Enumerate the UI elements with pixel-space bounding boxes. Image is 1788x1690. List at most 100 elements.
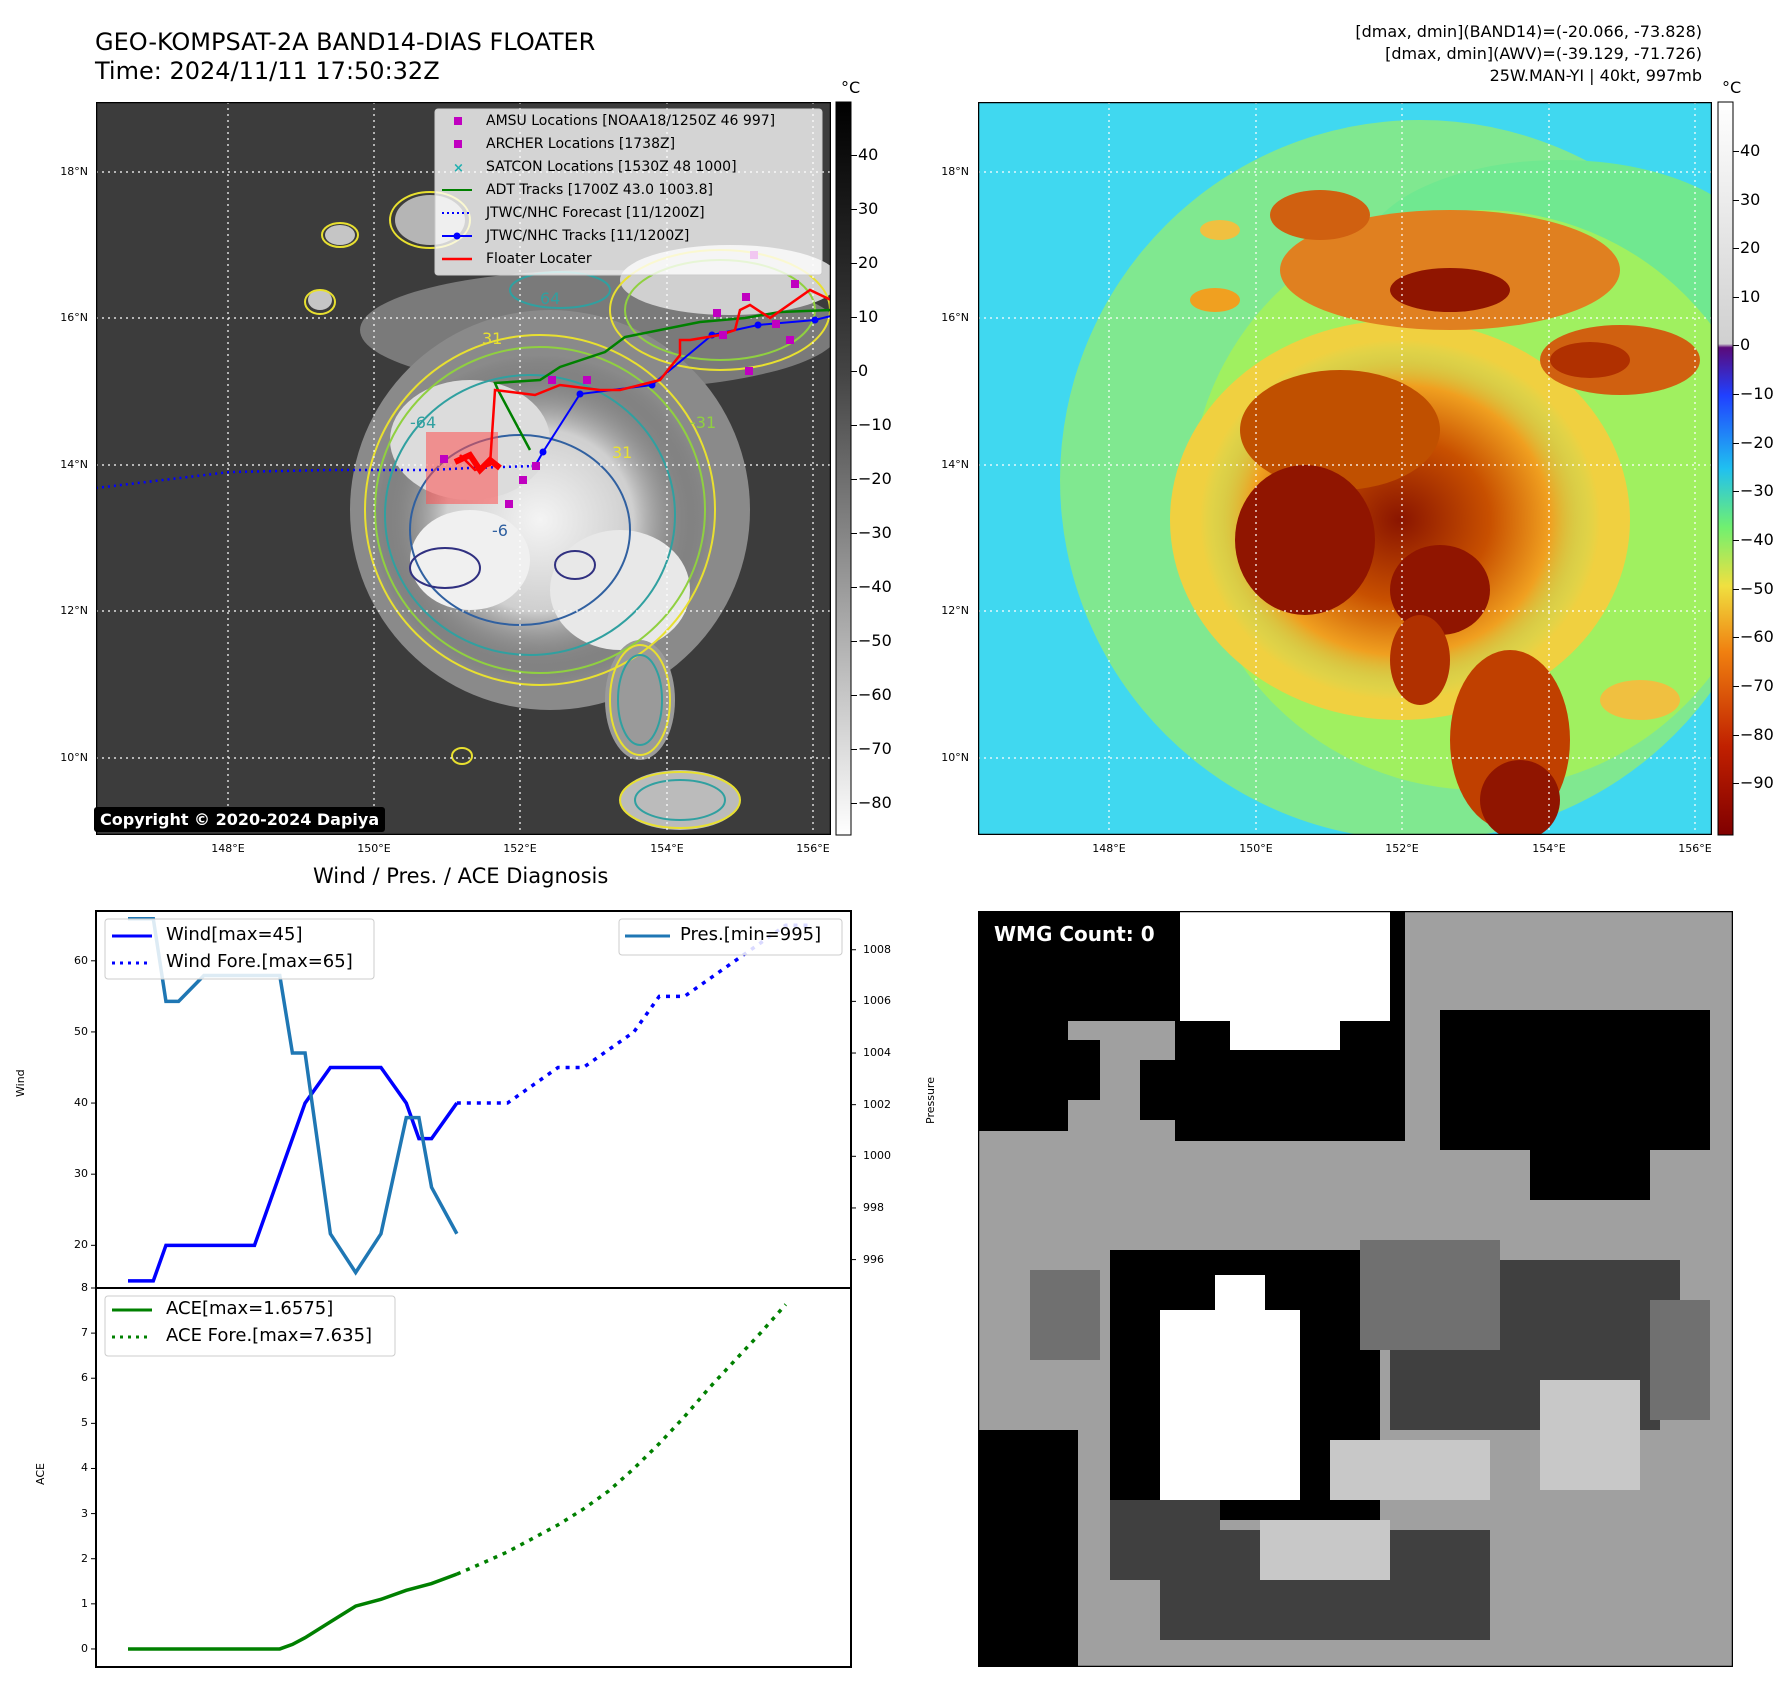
ir-colorbar-tick-label: 10	[858, 307, 879, 326]
contour-label: -64	[410, 413, 436, 432]
awv-colorbar-tick-label: −20	[1740, 433, 1774, 452]
figure-title-line2: Time: 2024/11/11 17:50:32Z	[95, 57, 440, 85]
lat-label-left: 14°N	[60, 458, 88, 471]
lon-label-right: 148°E	[1092, 842, 1126, 855]
awv-moisture-field	[1060, 120, 1712, 835]
dmax-dmin-awv: [dmax, dmin](AWV)=(-39.129, -71.726)	[1385, 44, 1702, 63]
wmg-mid-regions	[1030, 1240, 1710, 1420]
awv-colorbar-tick-mark	[1733, 200, 1739, 201]
pressure-ytick-label: 1002	[863, 1097, 891, 1111]
pressure-ylabel: Pressure	[924, 1077, 937, 1124]
ace-ytick-label: 2	[81, 1551, 88, 1565]
ace-ytick-label: 4	[81, 1461, 88, 1475]
lon-label-left: 152°E	[503, 842, 537, 855]
ir-colorbar-tick-label: 20	[858, 253, 879, 272]
ace-ytick-label: 6	[81, 1371, 88, 1385]
lon-label-left: 148°E	[211, 842, 245, 855]
lat-label-left: 10°N	[60, 751, 88, 764]
adt-track	[493, 308, 831, 451]
ir-colorbar-tick-mark	[851, 425, 857, 426]
ir-colorbar-tick-label: 0	[858, 361, 869, 380]
ir-colorbar-tick-label: −20	[858, 469, 892, 488]
ace-axes	[91, 1287, 96, 1650]
awv-colorbar-tick-label: −40	[1740, 530, 1774, 549]
ir-colorbar-tick-mark	[851, 641, 857, 642]
ir-colorbar-tick-mark	[851, 155, 857, 156]
ace-ylabel: ACE	[34, 1463, 47, 1485]
ir-colorbar-unit: °C	[841, 78, 861, 97]
awv-colorbar-tick-label: −60	[1740, 627, 1774, 646]
ir-colorbar-tick-mark	[851, 263, 857, 264]
awv-colorbar-tick-label: −50	[1740, 579, 1774, 598]
wind-ytick-label: 60	[74, 953, 88, 967]
wmg-panel	[978, 911, 1733, 1667]
contour-label: 31	[612, 443, 632, 462]
wind-legend-box	[104, 918, 375, 980]
contour-label: 31	[482, 329, 502, 348]
dmax-dmin-band14: [dmax, dmin](BAND14)=(-20.066, -73.828)	[1355, 22, 1702, 41]
ace-chart	[91, 1287, 852, 1668]
awv-colorbar-tick-label: −70	[1740, 676, 1774, 695]
pressure-ytick-label: 1004	[863, 1046, 891, 1060]
wind-pressure-axes	[91, 949, 856, 1261]
awv-colorbar-tick-label: 10	[1740, 287, 1761, 306]
ir-colorbar-tick-label: 40	[858, 145, 879, 164]
lon-label-right: 150°E	[1239, 842, 1273, 855]
contour-label: 64	[540, 289, 560, 308]
ir-colorbar-tick-label: −50	[858, 631, 892, 650]
legend-archer: ARCHER Locations [1738Z]	[486, 136, 676, 152]
copyright-badge: Copyright © 2020-2024 Dapiya	[94, 807, 386, 832]
ace-forecast-line	[456, 1303, 788, 1576]
ir-cloud-shield	[308, 195, 831, 830]
ace-series	[128, 1303, 788, 1651]
ir-colorbar-tick-mark	[851, 695, 857, 696]
awv-colorbar-tick-mark	[1733, 345, 1739, 346]
lon-label-left: 150°E	[357, 842, 391, 855]
lat-label-left: 16°N	[60, 311, 88, 324]
legend-amsu: AMSU Locations [NOAA18/1250Z 46 997]	[486, 113, 776, 129]
ir-colorbar-tick-label: −40	[858, 577, 892, 596]
awv-colorbar-tick-label: 20	[1740, 238, 1761, 257]
legend-ace-forecast: ACE Fore.[max=7.635]	[166, 1325, 373, 1346]
awv-colorbar-tick-mark	[1733, 589, 1739, 590]
legend-wind-forecast: Wind Fore.[max=65]	[166, 951, 353, 972]
wind-ytick-label: 40	[74, 1096, 88, 1110]
legend-satcon: SATCON Locations [1530Z 48 1000]	[486, 159, 737, 175]
ir-colorbar-tick-mark	[851, 803, 857, 804]
storm-info: 25W.MAN-YI | 40kt, 997mb	[1489, 66, 1702, 85]
awv-colorbar-unit: °C	[1722, 78, 1742, 97]
lat-label-right: 14°N	[941, 458, 969, 471]
ace-ytick-label: 1	[81, 1596, 88, 1610]
ir-map-panel: 64 31 -64 -31 31 -6	[96, 102, 831, 835]
lat-label-right: 12°N	[941, 604, 969, 617]
ace-legend-box	[104, 1295, 396, 1357]
ir-colorbar-tick-mark	[851, 317, 857, 318]
wmg-count-label: WMG Count: 0	[988, 920, 1161, 948]
lat-label-left: 12°N	[60, 604, 88, 617]
awv-colorbar-tick-mark	[1733, 540, 1739, 541]
legend-ace: ACE[max=1.6575]	[166, 1298, 334, 1319]
floater-locater-track	[453, 288, 831, 475]
contour-label: -6	[492, 521, 508, 540]
wind-ytick-label: 30	[74, 1167, 88, 1181]
ace-line	[128, 1572, 458, 1651]
lon-label-left: 154°E	[650, 842, 684, 855]
ir-colorbar-tick-mark	[851, 587, 857, 588]
pressure-ytick-label: 1000	[863, 1149, 891, 1163]
legend-jtwc-forecast: JTWC/NHC Forecast [11/1200Z]	[486, 205, 705, 221]
awv-gridlines	[978, 102, 1712, 835]
ace-ytick-label: 5	[81, 1416, 88, 1430]
pressure-line	[128, 916, 459, 1276]
awv-colorbar-tick-mark	[1733, 735, 1739, 736]
ir-colorbar-tick-mark	[851, 371, 857, 372]
pressure-ytick-label: 1006	[863, 994, 891, 1008]
legend-floater: Floater Locater	[486, 251, 592, 267]
awv-colorbar-tick-mark	[1733, 151, 1739, 152]
pressure-legend-box	[618, 918, 843, 956]
lat-label-right: 18°N	[941, 165, 969, 178]
awv-colorbar-tick-label: 0	[1740, 335, 1751, 354]
ir-contour-labels: 64 31 -64 -31 31 -6	[410, 289, 716, 540]
awv-colorbar-tick-label: −10	[1740, 384, 1774, 403]
ace-ytick-label: 7	[81, 1326, 88, 1340]
ace-ytick-label: 0	[81, 1641, 88, 1655]
